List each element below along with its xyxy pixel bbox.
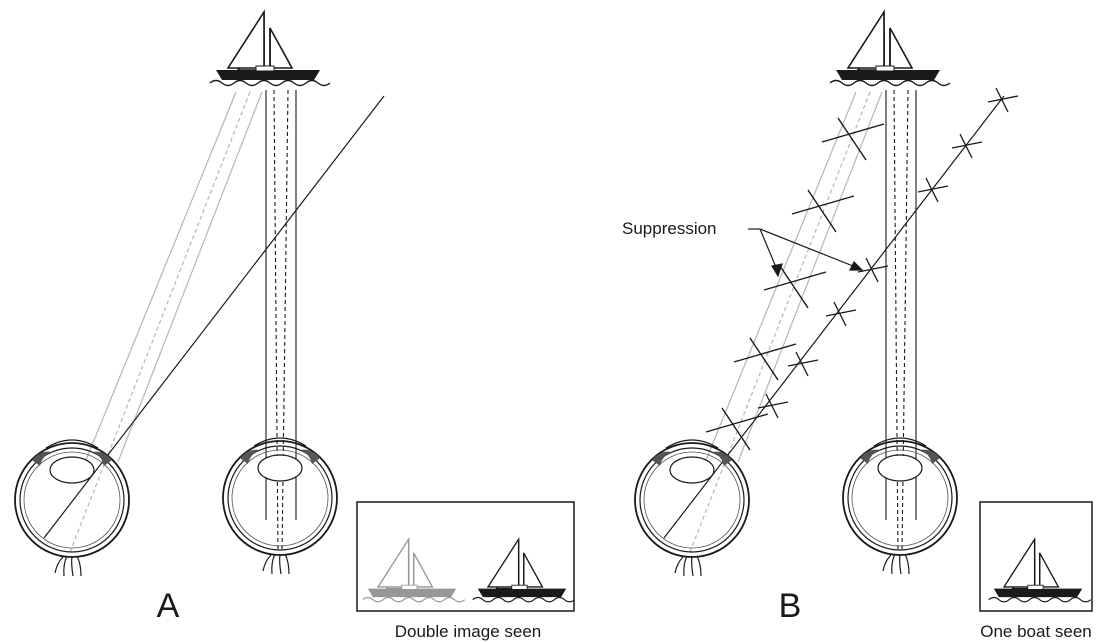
sailboat-icon [829,11,951,87]
caption-a: Double image seen [395,622,541,641]
rays-straight-eye-b [885,89,917,553]
rays-deviated-eye-a [69,91,263,553]
rays-straight-eye-a [265,89,297,553]
panel-a: A Double image seen [14,11,576,641]
suppression-marks-rays [705,117,885,451]
panel-b-letter: B [779,587,802,625]
right-eye-icon [222,437,338,575]
suppression-marks-line [757,87,1019,419]
deviation-line-b [663,95,1005,539]
right-eye-icon [842,437,958,575]
suppression-label: Suppression [622,219,717,238]
left-eye-icon [634,439,750,577]
rays-deviated-eye-b [689,91,883,553]
caption-b: One boat seen [980,622,1092,641]
panel-b: Suppression B One boat seen [622,11,1093,641]
left-eye-icon [14,439,130,577]
suppression-arrows [748,228,864,278]
deviation-line-a [43,95,385,539]
panel-a-letter: A [157,587,180,625]
sailboat-icon [209,11,331,87]
